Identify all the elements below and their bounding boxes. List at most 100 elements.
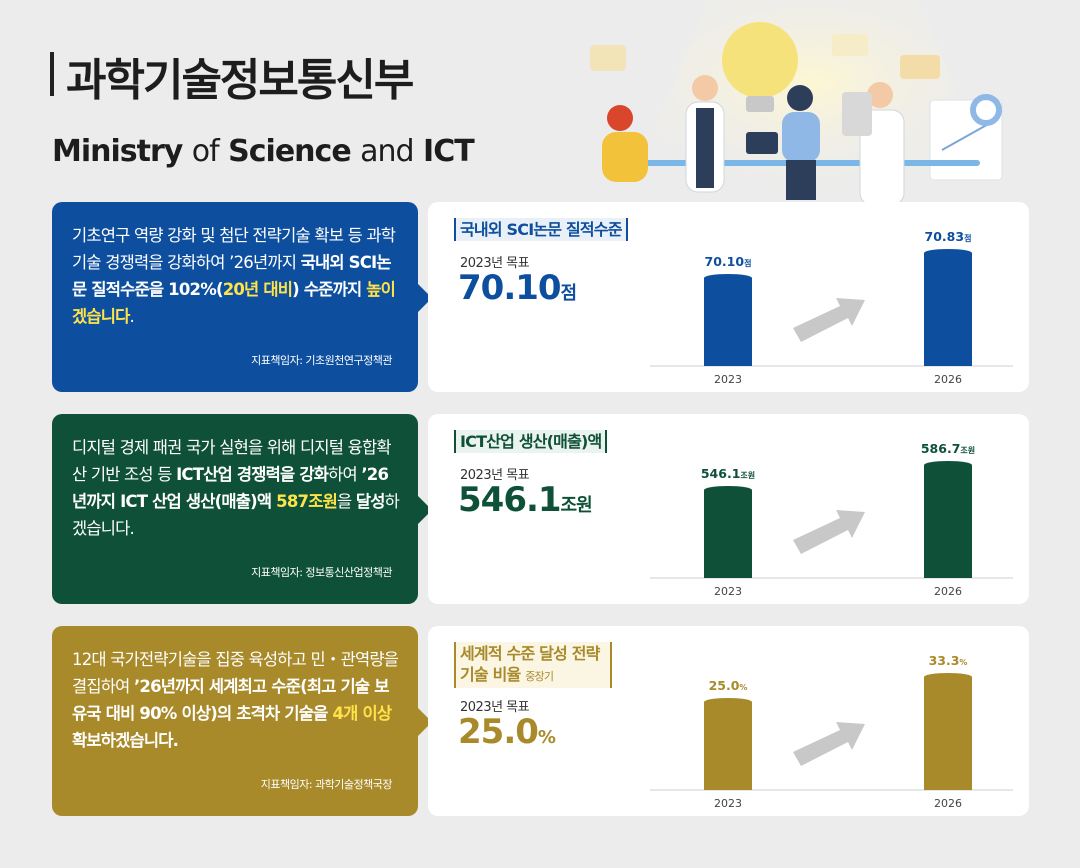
chart-value-number: 33.3	[929, 653, 960, 668]
section-3-goal-value: 25.0%	[458, 712, 556, 752]
chart-value-label: 586.7조원	[921, 441, 975, 456]
chart-bar	[924, 677, 972, 790]
chart-value-label: 546.1조원	[701, 466, 755, 481]
chart-bar	[704, 278, 752, 366]
section-3-description: 12대 국가전략기술을 집중 육성하고 민・관역량을 결집하여 ’26년까지 세…	[52, 626, 432, 816]
section-1-text-part: 기초연구 역량 강화 및 첨단 전략기술 확보 등 과학기술 경쟁력을 강화하여…	[72, 226, 396, 272]
section-2-card-title: ICT산업 생산(매출)액	[454, 430, 608, 453]
trend-arrow-icon	[793, 298, 865, 342]
chart-value-unit: %	[959, 658, 967, 667]
section-3-goal-unit: %	[537, 727, 556, 748]
section-2-text-part: ’26년까지 ICT 산업 생산(매출)액	[72, 465, 389, 511]
section-2-description: 디지털 경제 패권 국가 실현을 위해 디지털 융합확산 기반 조성 등 ICT…	[52, 414, 432, 604]
section-2-card-title-text: ICT산업 생산(매출)액	[460, 432, 602, 451]
chart-category-label: 2023	[714, 373, 742, 386]
section-3-card-title-small: 중장기	[525, 670, 554, 683]
section-1-text-part: ) 수준까지	[292, 280, 367, 299]
chart-bar	[704, 490, 752, 578]
section-3-text-part: 확보하겠습니다.	[72, 731, 179, 750]
section-2-text-part: 하겠습니다.	[72, 492, 400, 538]
section-1-text-part: 높이겠습니다	[72, 280, 396, 326]
section-2-goal-unit: 조원	[560, 495, 593, 516]
section-3-chart: 25.0% 2023 33.3% 2026	[650, 653, 1013, 810]
chart-category-label: 2026	[934, 373, 962, 386]
chart-value-unit: 조원	[740, 470, 755, 480]
section-2-text-part: 달성	[355, 492, 386, 511]
trend-arrow-icon	[793, 510, 865, 554]
section-3-card: 세계적 수준 달성 전략기술 비율 중장기 2023년 목표 25.0% 25.…	[428, 626, 1029, 816]
section-1-card-title: 국내외 SCI논문 질적수준	[454, 218, 628, 241]
chart-value-number: 25.0	[709, 678, 740, 693]
chart-value-unit: %	[739, 683, 747, 692]
chart-bar-cap	[704, 274, 752, 282]
trend-arrow-icon	[793, 722, 865, 766]
chart-bar-cap	[924, 249, 972, 257]
chart-category-label: 2026	[934, 797, 962, 810]
chart-value-unit: 조원	[960, 445, 975, 455]
section-1-goal-label: 2023년 목표	[460, 256, 530, 271]
chart-bar	[924, 465, 972, 578]
section-2-text-part: 을	[336, 492, 356, 511]
chart-value-number: 70.10	[705, 254, 745, 269]
section-1-text-part: 20년 대비	[222, 280, 293, 299]
subtitle-word-science: Science	[228, 134, 352, 169]
section-3-text-part: 12대 국가전략기술을 집중 육성하고 민・관역량을 결집하여	[72, 650, 399, 696]
chart-bar	[924, 253, 972, 366]
section-2-goal-value: 546.1조원	[458, 480, 593, 520]
chart-bar-cap	[924, 461, 972, 469]
section-1-text: 기초연구 역량 강화 및 첨단 전략기술 확보 등 과학기술 경쟁력을 강화하여…	[72, 222, 400, 330]
subtitle-word-ministry: Ministry	[52, 134, 183, 169]
chart-value-number: 70.83	[925, 229, 965, 244]
chart-value-label: 70.83점	[925, 229, 972, 244]
section-2-text-part: 디지털 경제 패권 국가 실현을 위해 디지털 융합확산 기반 조성 등	[72, 438, 392, 484]
section-1-goal-number: 70.10	[458, 268, 562, 308]
section-1-text-part: 국내외 SCI논문 질적수준을 102%(	[72, 253, 392, 299]
section-3-card-title: 세계적 수준 달성 전략기술 비율 중장기	[454, 642, 612, 688]
section-2-owner: 지표책임자: 정보통신산업정책관	[251, 566, 392, 579]
chart-value-label: 70.10점	[705, 254, 752, 269]
section-2-goal-label: 2023년 목표	[460, 468, 530, 483]
section-3-text-part: ’26년까지 세계최고 수준(최고 기술 보유국 대비 90% 이상)의 초격차…	[72, 677, 389, 723]
chart-bar	[704, 702, 752, 790]
section-3-goal-label: 2023년 목표	[460, 700, 530, 715]
section-3-text-part: 4개 이상	[332, 704, 392, 723]
subtitle-word-of: of	[191, 134, 220, 169]
section-1-card-title-text: 국내외 SCI논문 질적수준	[460, 220, 622, 239]
section-1-owner: 지표책임자: 기초원천연구정책관	[251, 354, 392, 367]
chart-value-number: 586.7	[921, 441, 961, 456]
section-1-goal-unit: 점	[560, 283, 578, 304]
subtitle-word-ict: ICT	[423, 134, 475, 169]
section-3-card-title-text: 세계적 수준 달성 전략기술 비율	[460, 644, 600, 684]
chart-category-label: 2023	[714, 585, 742, 598]
section-3-text: 12대 국가전략기술을 집중 육성하고 민・관역량을 결집하여 ’26년까지 세…	[72, 646, 400, 754]
section-3-owner: 지표책임자: 과학기술정책국장	[260, 778, 393, 791]
page-subtitle: Ministry of Science and ICT	[52, 134, 475, 169]
section-3-goal-number: 25.0	[458, 712, 539, 752]
team-illustration	[590, 0, 1003, 205]
chart-bar-cap	[704, 486, 752, 494]
chart-category-label: 2023	[714, 797, 742, 810]
chart-bar-cap	[924, 673, 972, 681]
chart-value-label: 25.0%	[709, 678, 748, 693]
section-2-text-part: 하여	[328, 465, 362, 484]
section-1-text-part: .	[129, 307, 135, 326]
chart-bar-cap	[704, 698, 752, 706]
chart-value-unit: 점	[964, 233, 971, 243]
section-1-card: 국내외 SCI논문 질적수준 2023년 목표 70.10점 70.10점 202…	[428, 202, 1029, 392]
section-2-card: ICT산업 생산(매출)액 2023년 목표 546.1조원 546.1조원 20…	[428, 414, 1029, 604]
section-2-text: 디지털 경제 패권 국가 실현을 위해 디지털 융합확산 기반 조성 등 ICT…	[72, 434, 400, 542]
chart-value-unit: 점	[744, 258, 751, 268]
section-2-goal-number: 546.1	[458, 480, 562, 520]
section-2-text-part: 587조원	[276, 492, 338, 511]
subtitle-word-and: and	[360, 134, 414, 169]
section-2-text-part: ICT산업 경쟁력을 강화	[176, 465, 329, 484]
chart-value-label: 33.3%	[929, 653, 968, 668]
section-1-goal-value: 70.10점	[458, 268, 578, 308]
page-title: 과학기술정보통신부	[66, 55, 414, 106]
chart-value-number: 546.1	[701, 466, 741, 481]
section-1-description: 기초연구 역량 강화 및 첨단 전략기술 확보 등 과학기술 경쟁력을 강화하여…	[52, 202, 432, 392]
title-accent-bar	[50, 52, 54, 96]
chart-category-label: 2026	[934, 585, 962, 598]
